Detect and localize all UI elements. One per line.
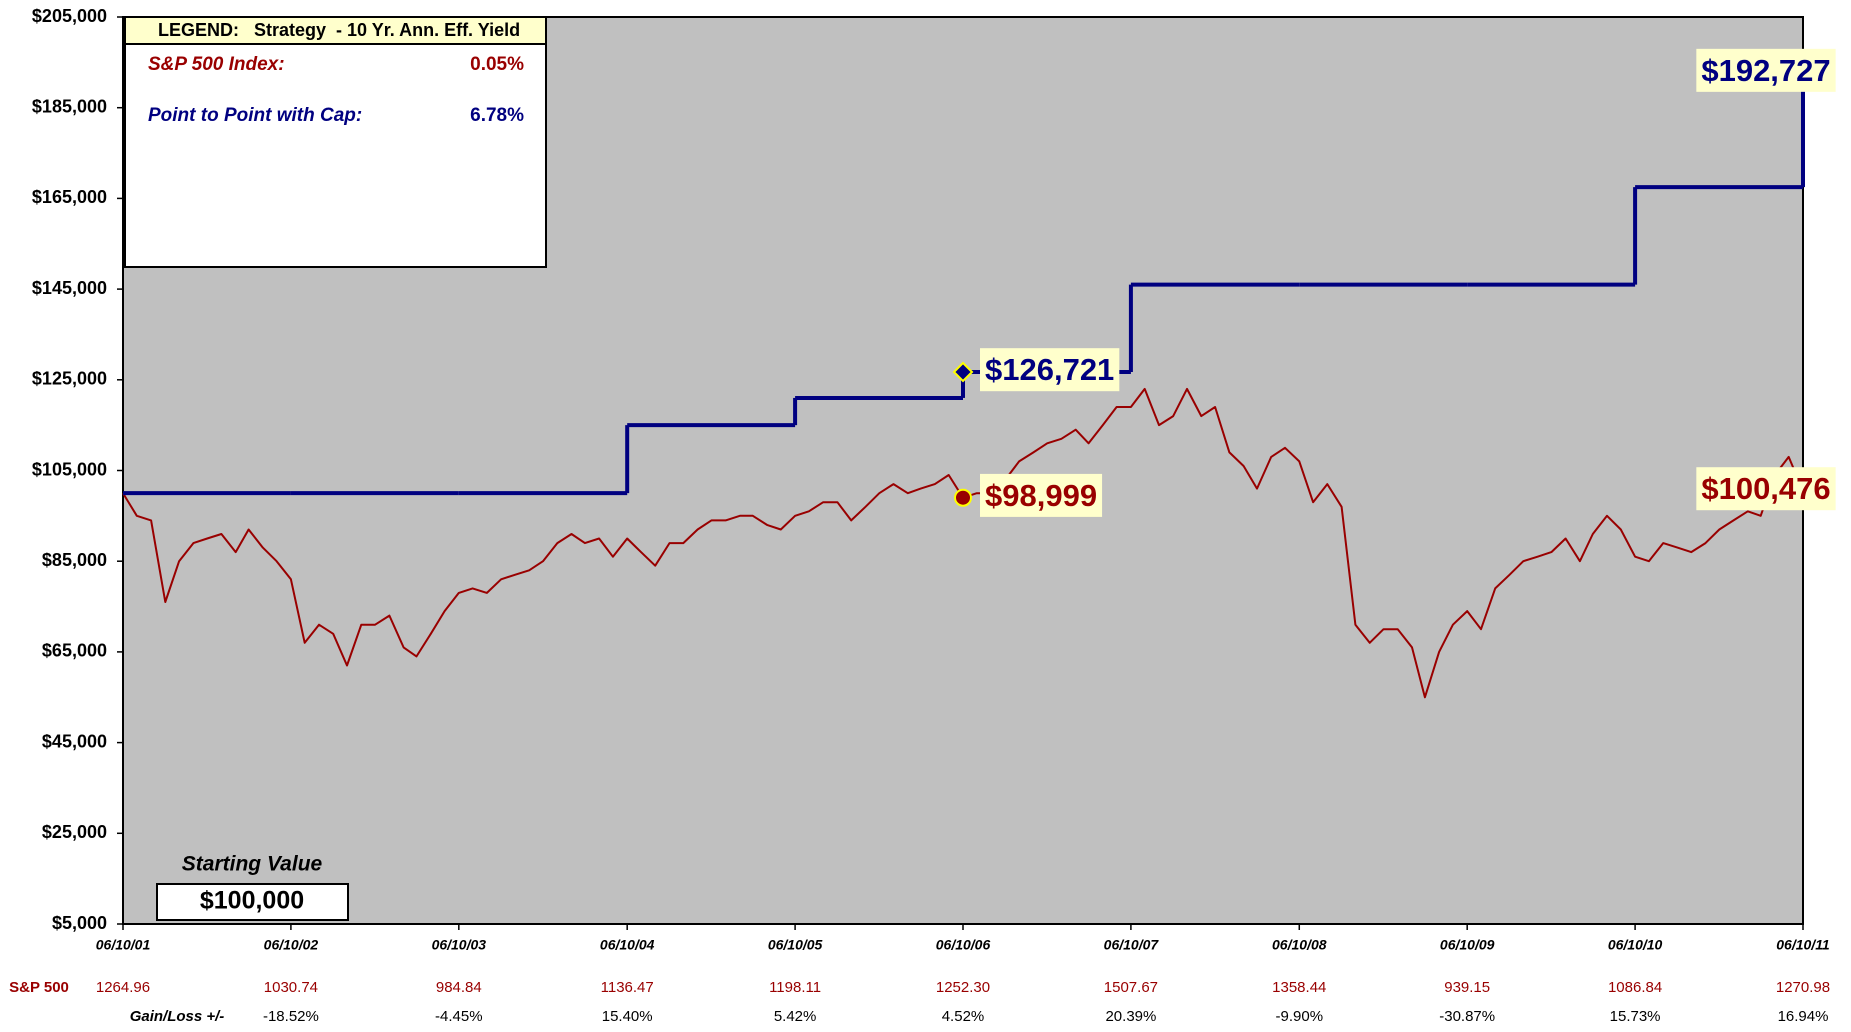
x-tick-label: 06/10/04 xyxy=(600,937,655,953)
legend-title: LEGEND: Strategy - 10 Yr. Ann. Eff. Yiel… xyxy=(158,20,520,40)
table-cell: 20.39% xyxy=(1105,1008,1156,1025)
y-tick-label: $65,000 xyxy=(42,641,107,661)
table-cell: 939.15 xyxy=(1444,979,1490,996)
table-cell: 1507.67 xyxy=(1104,979,1158,996)
y-tick-label: $205,000 xyxy=(32,6,107,26)
y-tick-label: $5,000 xyxy=(52,913,107,933)
legend-yield: 0.05% xyxy=(470,54,524,75)
value-label-bg xyxy=(980,348,1120,392)
table-cell: 1198.11 xyxy=(769,979,821,996)
legend-label: S&P 500 Index: xyxy=(148,54,285,75)
table-row-label: Gain/Loss +/- xyxy=(130,1008,225,1025)
x-tick-label: 06/10/10 xyxy=(1608,937,1663,953)
x-tick-label: 06/10/06 xyxy=(936,937,991,953)
y-tick-label: $25,000 xyxy=(42,822,107,842)
value-label: $126,721 xyxy=(985,352,1114,387)
table-cell: -30.87% xyxy=(1439,1008,1495,1025)
value-label: $98,999 xyxy=(985,478,1097,513)
x-tick-label: 06/10/07 xyxy=(1104,937,1160,953)
table-cell: 984.84 xyxy=(436,979,482,996)
table-cell: -18.52% xyxy=(263,1008,319,1025)
table-cell: 1136.47 xyxy=(601,979,654,996)
table-cell: 1264.96 xyxy=(96,979,150,996)
value-label: $192,727 xyxy=(1701,53,1830,88)
table-row-label: S&P 500 xyxy=(9,979,69,996)
legend: LEGEND: Strategy - 10 Yr. Ann. Eff. Yiel… xyxy=(124,16,547,268)
starting-value: Starting Value $100,000 xyxy=(156,853,349,921)
value-label: $100,476 xyxy=(1701,471,1830,506)
table-cell: -4.45% xyxy=(435,1008,483,1025)
x-tick-label: 06/10/01 xyxy=(96,937,151,953)
value-label-bg xyxy=(1696,467,1836,511)
table-cell: 1252.30 xyxy=(936,979,990,996)
point-marker xyxy=(952,361,974,383)
table-cell: 15.40% xyxy=(602,1008,653,1025)
table-cell: 5.42% xyxy=(774,1008,817,1025)
table-cell: 1270.98 xyxy=(1776,979,1830,996)
y-tick-label: $165,000 xyxy=(32,187,107,207)
y-tick-label: $45,000 xyxy=(42,731,107,751)
starting-value-text: $100,000 xyxy=(200,887,304,915)
table-cell: 15.73% xyxy=(1610,1008,1661,1025)
y-tick-label: $145,000 xyxy=(32,278,107,298)
point-marker xyxy=(954,488,972,507)
x-tick-label: 06/10/05 xyxy=(768,937,823,953)
value-label-bg xyxy=(1696,48,1836,92)
y-tick-label: $85,000 xyxy=(42,550,107,570)
value-label-bg xyxy=(980,473,1103,517)
starting-value-label: Starting Value xyxy=(182,853,323,876)
table-cell: 1030.74 xyxy=(264,979,318,996)
table-cell: 16.94% xyxy=(1778,1008,1829,1025)
y-tick-label: $125,000 xyxy=(32,369,107,389)
x-tick-label: 06/10/03 xyxy=(432,937,487,953)
table-cell: 1086.84 xyxy=(1608,979,1662,996)
y-tick-label: $105,000 xyxy=(32,459,107,479)
y-tick-label: $185,000 xyxy=(32,96,107,116)
table-cell: 1358.44 xyxy=(1272,979,1326,996)
table-cell: 4.52% xyxy=(942,1008,985,1025)
legend-label: Point to Point with Cap: xyxy=(148,105,362,126)
starting-value-box xyxy=(156,883,349,921)
x-tick-label: 06/10/02 xyxy=(264,937,319,953)
x-tick-label: 06/10/08 xyxy=(1272,937,1327,953)
legend-yield: 6.78% xyxy=(470,105,524,126)
x-tick-label: 06/10/11 xyxy=(1776,937,1830,953)
legend-box xyxy=(124,16,547,268)
x-tick-label: 06/10/09 xyxy=(1440,937,1495,953)
legend-header xyxy=(124,16,547,45)
table-cell: -9.90% xyxy=(1276,1008,1324,1025)
